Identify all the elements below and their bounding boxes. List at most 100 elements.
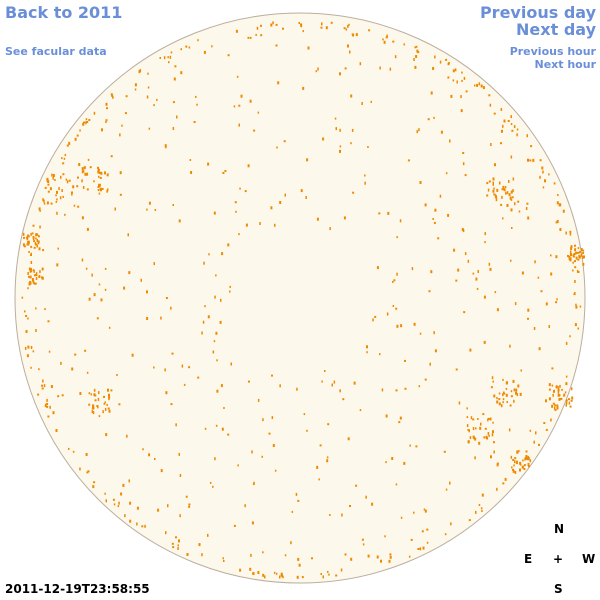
facula (388, 559, 391, 563)
facula (555, 385, 558, 389)
facula (339, 145, 342, 148)
facula (467, 440, 470, 444)
facula (395, 389, 398, 392)
facula (32, 238, 35, 240)
facula (188, 46, 191, 49)
previous-day-link[interactable]: Previous day (479, 3, 596, 22)
facula (22, 243, 25, 247)
facula (389, 555, 392, 559)
facula (355, 33, 358, 37)
facula (97, 397, 100, 401)
facula (221, 427, 224, 431)
facula (56, 190, 58, 194)
facula (35, 329, 37, 332)
facula (46, 398, 48, 402)
facula (493, 193, 496, 196)
facula (496, 462, 499, 465)
facula (482, 86, 485, 90)
facula (355, 484, 358, 487)
compass-west: W (582, 552, 596, 566)
facula (222, 557, 224, 560)
facula (276, 146, 278, 149)
facula (340, 568, 343, 572)
facula (165, 531, 167, 535)
facula (124, 514, 126, 518)
facula (235, 29, 238, 33)
facula (564, 391, 567, 394)
facula (185, 45, 188, 48)
facula (43, 199, 45, 203)
facula (300, 23, 302, 27)
facula (214, 295, 216, 299)
facula (215, 331, 218, 335)
facula (134, 88, 137, 91)
facula (239, 568, 242, 572)
facula (186, 553, 189, 556)
facula (183, 383, 186, 386)
facula (322, 137, 325, 141)
facula (315, 70, 318, 73)
facula (220, 298, 222, 302)
facula (212, 350, 215, 354)
facula (81, 167, 84, 171)
facula (22, 232, 25, 236)
facula (253, 481, 255, 485)
facula (568, 257, 571, 261)
facula (392, 305, 395, 307)
facula (172, 101, 175, 104)
facula (98, 415, 101, 418)
facula (502, 378, 504, 381)
facula (504, 186, 507, 189)
facula (568, 401, 571, 405)
facula (204, 305, 206, 308)
facula (52, 174, 55, 177)
facula (408, 555, 411, 558)
facula (472, 272, 475, 275)
facula (504, 477, 507, 481)
next-hour-link[interactable]: Next hour (534, 58, 597, 71)
facula (367, 146, 369, 148)
back-link[interactable]: Back to 2011 (5, 3, 123, 22)
facular-link[interactable]: See facular data (5, 45, 107, 58)
facula (97, 186, 100, 188)
facula (483, 295, 486, 299)
facula (247, 164, 250, 168)
facula (501, 195, 503, 199)
facula (529, 459, 532, 463)
facula (574, 323, 577, 327)
facula (284, 193, 286, 197)
facula (203, 261, 205, 265)
facula (128, 479, 130, 483)
facula (445, 488, 448, 491)
facula (68, 179, 71, 182)
facula (81, 179, 83, 183)
facula (43, 202, 46, 205)
previous-hour-link[interactable]: Previous hour (509, 45, 596, 58)
facula (93, 393, 96, 397)
facula (47, 320, 50, 323)
facula (432, 218, 434, 220)
facula (413, 511, 415, 514)
facula (318, 478, 320, 481)
facula (449, 481, 451, 485)
facula (81, 170, 84, 174)
facula (348, 23, 350, 26)
facula (85, 121, 87, 125)
facula (79, 467, 81, 471)
facula (108, 398, 110, 401)
facula (311, 557, 313, 560)
facula (488, 434, 490, 437)
facula (227, 243, 230, 247)
facula (73, 204, 76, 207)
next-day-link[interactable]: Next day (516, 20, 596, 39)
facula (144, 524, 146, 528)
facula (272, 21, 274, 25)
facula (489, 103, 492, 107)
facula (27, 240, 30, 244)
facula (97, 168, 100, 172)
facula (33, 246, 36, 249)
facula (379, 353, 381, 356)
facula (27, 272, 29, 275)
facula (188, 366, 191, 369)
facula (86, 371, 89, 374)
